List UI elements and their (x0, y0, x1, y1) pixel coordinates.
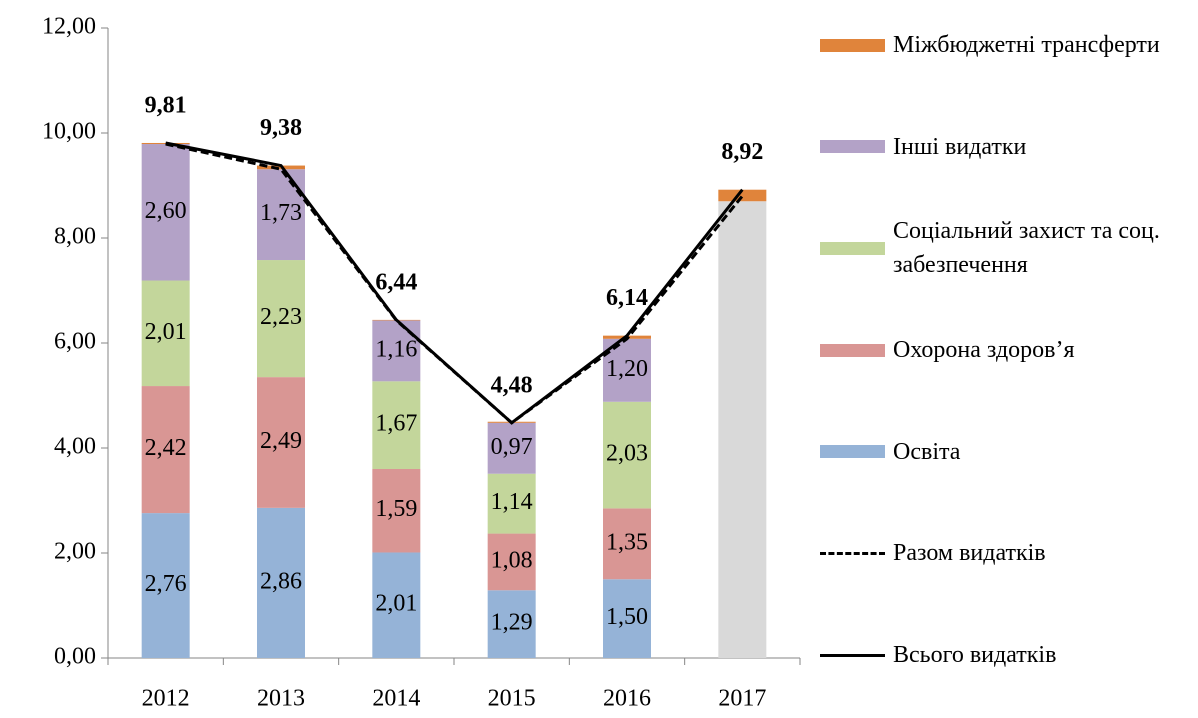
bar-segment (141, 386, 190, 514)
dashed-line (165, 142, 744, 425)
y-tick-label: 6,00 (54, 329, 96, 355)
value-label: 1,29 (491, 610, 533, 636)
total-label: 9,38 (260, 115, 302, 141)
bar-segment (141, 280, 190, 387)
bar-segment (372, 381, 421, 469)
bar-segment (487, 473, 536, 534)
value-label: 2,23 (260, 304, 302, 330)
x-tick-label: 2016 (603, 686, 651, 712)
value-label: 2,76 (145, 571, 187, 597)
bar-segment (487, 422, 536, 474)
legend-label: Всього видатків (893, 642, 1057, 668)
total-label: 9,81 (145, 92, 187, 118)
value-label: 2,42 (145, 435, 187, 461)
legend-item: Освіта (820, 435, 1163, 469)
legend-swatch (820, 445, 885, 459)
bar-segment (603, 401, 651, 509)
bar-segment (372, 552, 421, 658)
legend-item: Міжбюджетні трансферти (820, 28, 1163, 62)
y-tick-label: 2,00 (54, 539, 96, 565)
bar-segment (257, 377, 305, 508)
value-label: 0,97 (491, 434, 533, 460)
value-label: 2,49 (260, 428, 302, 454)
value-label: 1,35 (606, 529, 648, 555)
y-tick-label: 12,00 (42, 14, 96, 40)
y-tick-label: 4,00 (54, 434, 96, 460)
x-tick-label: 2012 (142, 686, 190, 712)
value-label: 2,86 (260, 568, 302, 594)
value-label: 1,16 (375, 336, 417, 362)
bar-segment (372, 469, 421, 553)
value-label: 1,20 (606, 356, 648, 382)
value-label: 1,67 (375, 411, 417, 437)
legend-swatch (820, 551, 885, 555)
legend-swatch (820, 140, 885, 154)
legend-item: Разом видатків (820, 536, 1163, 570)
y-tick-label: 0,00 (54, 644, 96, 670)
legend-swatch (820, 241, 885, 255)
value-label: 2,60 (145, 198, 187, 224)
legend-label: Міжбюджетні трансферти (893, 32, 1160, 58)
x-tick-label: 2017 (718, 686, 766, 712)
legend-item: Інші видатки (820, 130, 1163, 164)
total-label: 8,92 (721, 139, 763, 165)
x-tick-label: 2014 (372, 686, 420, 712)
legend-item: Соціальний захист та соц. забезпечення (820, 214, 1163, 282)
value-label: 1,59 (375, 496, 417, 522)
legend-swatch (820, 38, 885, 52)
legend-label: Охорона здоров’я (893, 337, 1075, 363)
bar-segment (603, 508, 651, 580)
total-line (165, 141, 744, 425)
bar-segment (141, 144, 190, 281)
value-label: 2,01 (375, 591, 417, 617)
bar-segment (141, 513, 190, 658)
value-label: 2,01 (145, 319, 187, 345)
total-label: 4,48 (491, 372, 533, 398)
legend-item: Всього видатків (820, 638, 1163, 672)
legend-label: Соціальний захист та соц. забезпечення (893, 218, 1160, 279)
value-label: 1,08 (491, 547, 533, 573)
legend: Міжбюджетні трансферти Інші видатки Соціал… (820, 0, 1190, 718)
value-label: 1,50 (606, 604, 648, 630)
value-label: 1,73 (260, 200, 302, 226)
bar-segment (487, 533, 536, 591)
bar-segment (718, 189, 767, 202)
bar-segment (257, 169, 305, 261)
y-tick-label: 8,00 (54, 224, 96, 250)
bar-segment (257, 260, 305, 378)
total-label: 6,44 (375, 269, 417, 295)
value-label: 2,03 (606, 441, 648, 467)
y-tick-label: 10,00 (42, 119, 96, 145)
legend-label: Освіта (893, 438, 961, 465)
x-tick-label: 2015 (488, 686, 536, 712)
legend-swatch (820, 343, 885, 357)
bar-segment (257, 507, 305, 658)
bar-segment (718, 201, 767, 658)
bar-segment (603, 579, 651, 658)
legend-item: Охорона здоров’я (820, 333, 1163, 367)
legend-label: Інші видатки (893, 133, 1027, 160)
bar-segment (372, 320, 421, 382)
legend-swatch (820, 653, 885, 657)
bar-segment (487, 590, 536, 658)
value-label: 1,14 (491, 489, 533, 515)
x-tick-label: 2013 (257, 686, 305, 712)
legend-label: Разом видатків (893, 540, 1046, 567)
total-label: 6,14 (606, 285, 648, 311)
